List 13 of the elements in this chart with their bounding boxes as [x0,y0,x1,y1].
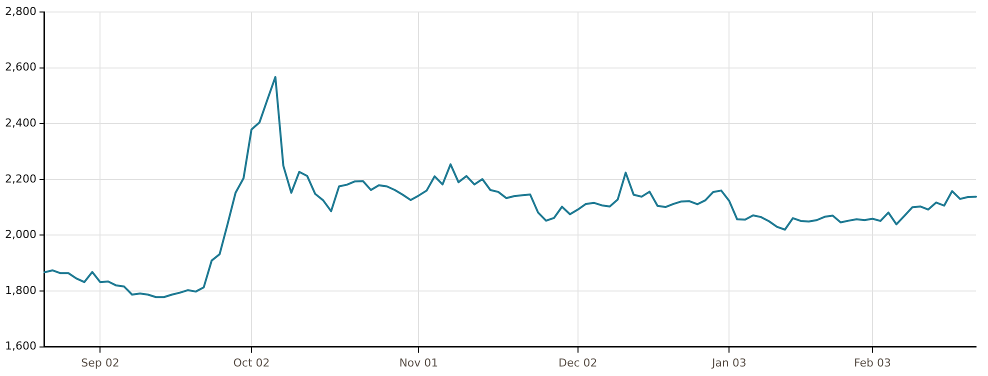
x-tick-label: Oct 02 [233,356,270,370]
x-tick-label: Dec 02 [558,356,598,370]
y-tick-label: 2,000 [4,228,36,242]
y-tick-label: 2,800 [4,4,36,18]
y-tick-label: 2,400 [4,116,36,130]
y-tick-label: 2,600 [4,60,36,74]
y-tick-label: 1,600 [4,340,36,353]
x-tick-label: Jan 03 [710,356,746,370]
x-tick-label: Sep 02 [81,356,120,370]
x-tick-label: Feb 03 [854,356,891,370]
y-tick-label: 1,800 [4,284,36,297]
y-tick-label: 2,200 [4,172,36,186]
x-tick-label: Nov 01 [399,356,438,370]
